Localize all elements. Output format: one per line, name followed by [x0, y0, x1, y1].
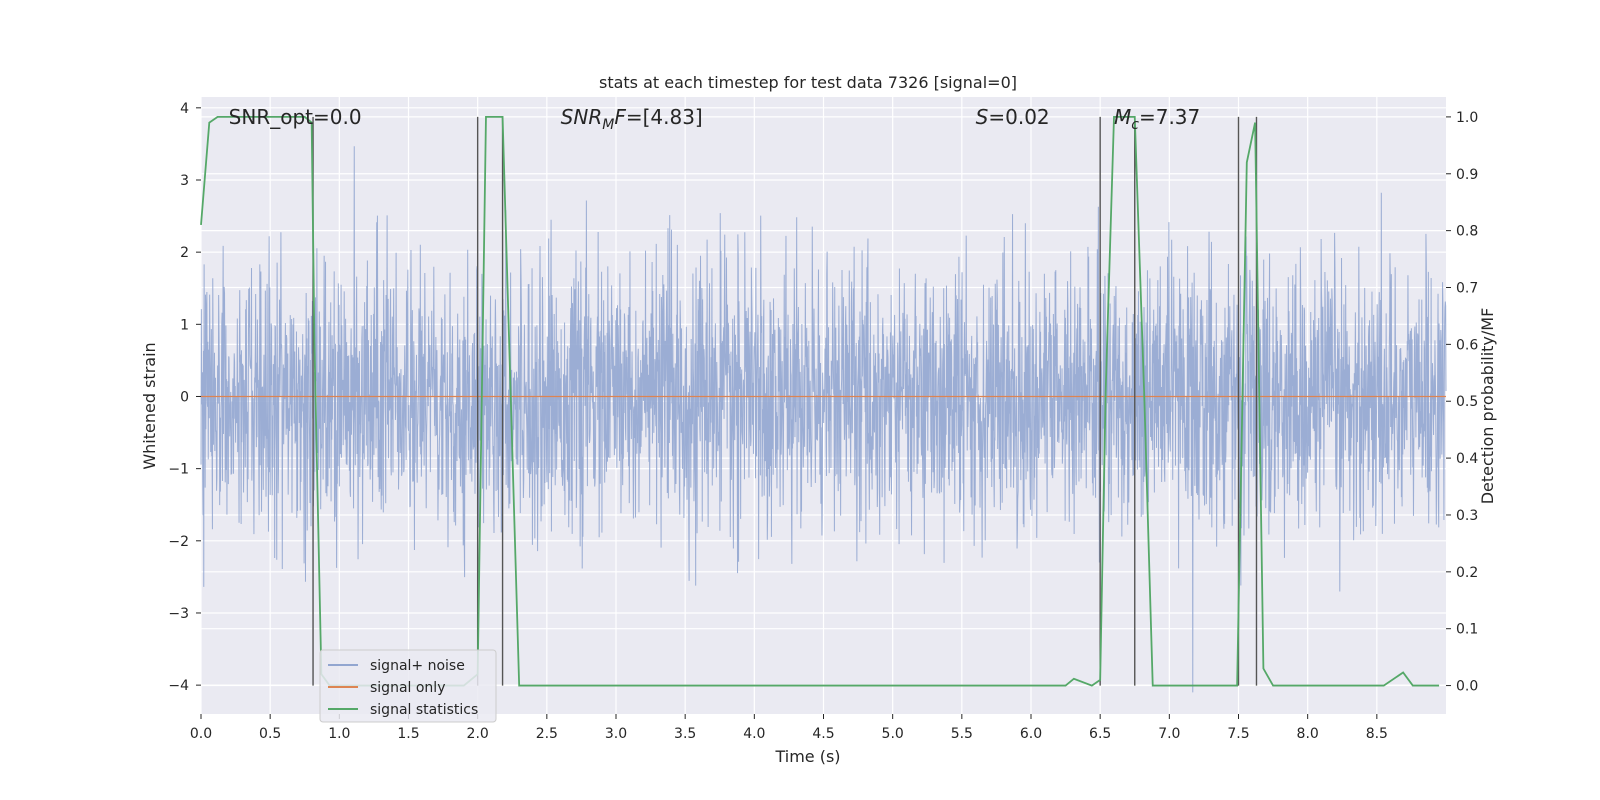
y-axis-right-label: Detection probability/MF: [1478, 308, 1497, 505]
x-tick-label: 6.0: [1020, 726, 1042, 742]
x-tick-label: 0.0: [190, 726, 212, 742]
legend-box: [319, 649, 497, 723]
x-tick-label: 2.5: [536, 726, 558, 742]
y-left-tick-label: −1: [168, 462, 189, 478]
x-tick-label: 7.0: [1158, 726, 1180, 742]
y-left-tick-label: 4: [180, 101, 189, 117]
y-right-tick-label: 0.3: [1456, 508, 1478, 524]
y-left-tick-label: 3: [180, 173, 189, 189]
x-tick-label: 8.0: [1297, 726, 1319, 742]
y-left-tick-label: 0: [180, 389, 189, 405]
annotation-2: S=0.02: [976, 105, 1050, 129]
annotation-0: SNR_opt=0.0: [229, 105, 362, 129]
y-left-tick-label: −2: [168, 534, 189, 550]
legend: signal+ noise signal only signal statistic…: [319, 649, 497, 723]
y-right-tick-label: 0.1: [1456, 622, 1478, 638]
y-right-tick-label: 0.6: [1456, 337, 1478, 353]
x-tick-label: 1.5: [397, 726, 419, 742]
x-tick-label: 2.0: [467, 726, 489, 742]
y-left-tick-label: −3: [168, 606, 189, 622]
x-tick-label: 1.0: [328, 726, 350, 742]
y-right-tick-label: 0.2: [1456, 565, 1478, 581]
y-left-tick-label: 2: [180, 245, 189, 261]
series-signal-statistics: [200, 116, 1440, 687]
x-tick-label: 7.5: [1227, 726, 1249, 742]
y-axis-left-label: Whitened strain: [140, 342, 159, 469]
legend-label: signal+ noise: [370, 658, 465, 674]
chart-title: stats at each timestep for test data 732…: [599, 73, 1017, 92]
y-right-tick-label: 0.5: [1456, 394, 1478, 410]
annotation-1: SNRMF=[4.83]: [561, 105, 703, 133]
x-axis-label: Time (s): [774, 747, 840, 766]
y-left-tick-label: −4: [168, 678, 189, 694]
legend-label: signal statistics: [370, 702, 478, 718]
y-right-tick-label: 0.7: [1456, 281, 1478, 297]
annotation-3: Mc=7.37: [1114, 105, 1200, 133]
x-tick-label: 5.0: [882, 726, 904, 742]
x-tick-label: 3.5: [674, 726, 696, 742]
x-tick-label: 4.0: [743, 726, 765, 742]
y-right-tick-label: 0.0: [1456, 679, 1478, 695]
x-tick-label: 0.5: [259, 726, 281, 742]
y-right-tick-label: 0.8: [1456, 224, 1478, 240]
x-tick-label: 3.0: [605, 726, 627, 742]
y-right-tick-label: 0.4: [1456, 451, 1478, 467]
x-tick-label: 8.5: [1366, 726, 1388, 742]
y-right-tick-label: 1.0: [1456, 110, 1478, 126]
legend-label: signal only: [370, 680, 445, 696]
x-tick-label: 6.5: [1089, 726, 1111, 742]
y-right-tick-label: 0.9: [1456, 167, 1478, 183]
x-tick-label: 5.5: [951, 726, 973, 742]
y-left-tick-label: 1: [180, 317, 189, 333]
x-tick-label: 4.5: [812, 726, 834, 742]
